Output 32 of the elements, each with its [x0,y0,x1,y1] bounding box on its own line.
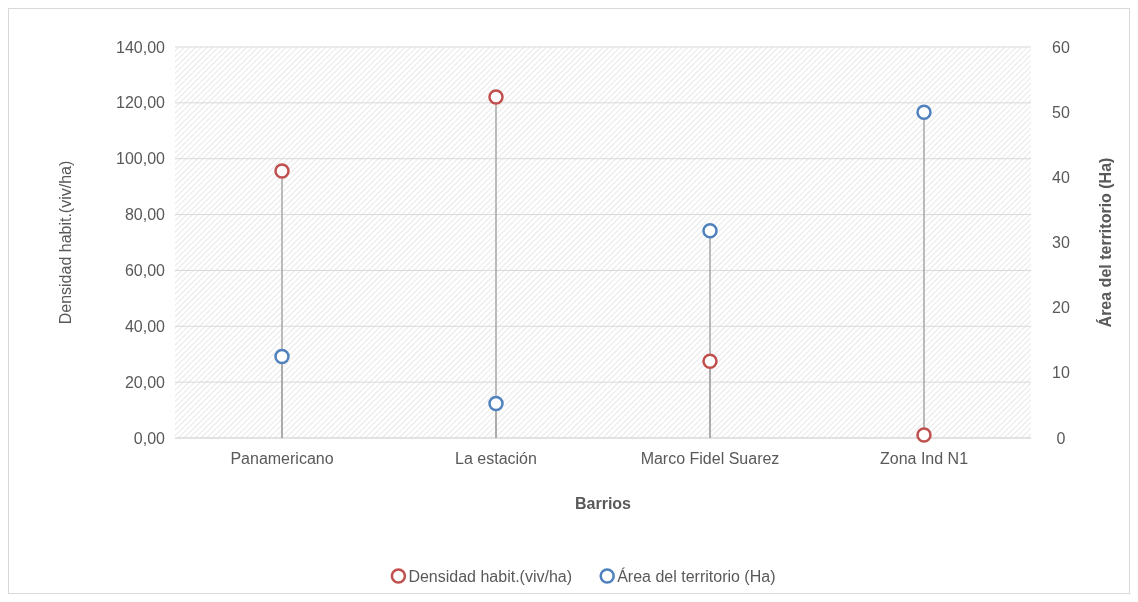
y2-tick-label: 60 [1052,38,1070,56]
point [488,395,504,412]
x-tick-label: La estación [455,450,537,467]
y2-tick-label: 10 [1052,364,1070,382]
point [702,353,718,369]
x-axis-title: Barrios [574,495,632,512]
y-tick-label: 20,00 [124,373,166,391]
point [274,348,290,365]
y2-tick-label: 0 [1056,429,1066,447]
y-axis-title: Densidad habit.(viv/ha) [57,160,74,325]
y-tick-label: 120,00 [116,94,166,112]
y2-tick-label: 40 [1052,168,1070,186]
point [916,104,932,120]
y2-axis-title: Área del territorio (Ha) [1096,157,1114,328]
y-tick-label: 80,00 [124,206,166,224]
y2-tick-label: 50 [1052,103,1070,121]
point [702,223,718,239]
point [916,427,932,443]
y2-tick-label: 20 [1052,299,1070,317]
legend-label: Área del territorio (Ha) [617,566,776,585]
legend-label: Densidad habit.(viv/ha) [408,567,573,585]
y-tick-label: 140,00 [116,38,166,56]
y-tick-label: 40,00 [124,317,166,335]
y-tick-label: 100,00 [116,150,166,168]
x-tick-label: Marco Fidel Suarez [640,450,780,467]
x-tick-label: Zona Ind N1 [879,450,969,467]
point [488,89,504,105]
x-tick-label: Panamericano [230,450,334,467]
y-tick-label: 60,00 [124,262,166,280]
y-tick-label: 0,00 [133,429,166,447]
y2-tick-label: 30 [1052,234,1070,252]
point [274,163,290,179]
